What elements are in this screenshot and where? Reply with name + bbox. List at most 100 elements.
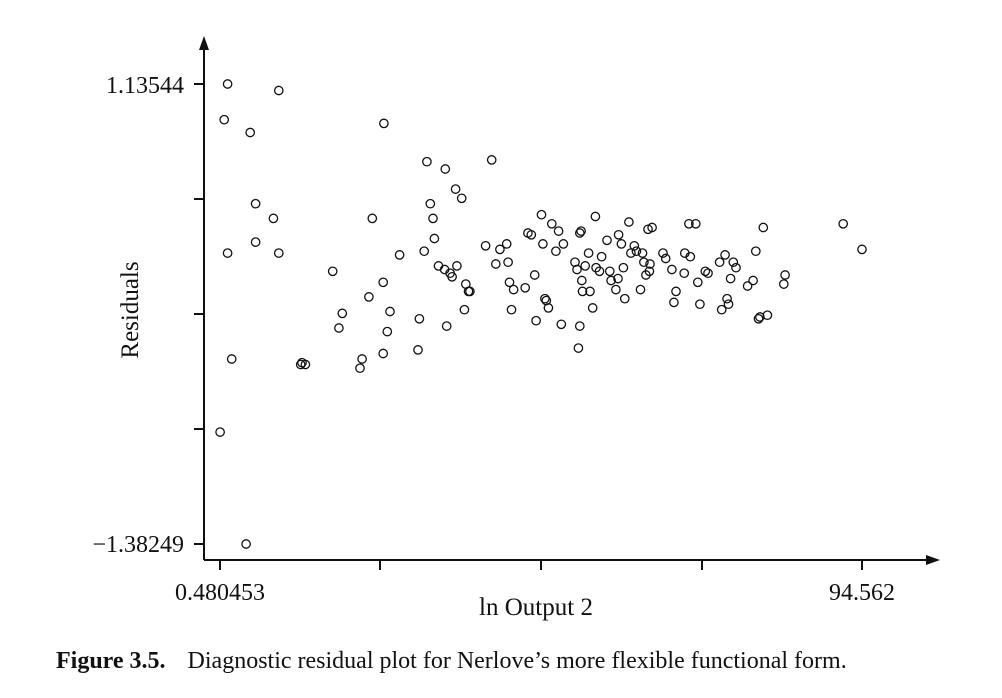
x-tick-label-right: 94.562 [829, 580, 895, 606]
data-point [669, 297, 679, 308]
data-point [690, 218, 701, 229]
data-point [385, 306, 395, 317]
data-point [543, 303, 554, 313]
data-point [629, 240, 640, 251]
data-point [504, 277, 515, 288]
figure-caption: Figure 3.5. Diagnostic residual plot for … [56, 648, 847, 675]
data-point [295, 359, 306, 370]
data-point [526, 229, 537, 240]
data-point [611, 284, 621, 295]
data-point [624, 217, 634, 227]
data-point [486, 155, 497, 165]
data-point [553, 226, 564, 236]
data-point [716, 304, 727, 315]
data-point [459, 304, 470, 315]
data-point [576, 226, 586, 236]
data-point [241, 539, 251, 549]
data-point [222, 79, 233, 89]
data-point [450, 184, 461, 194]
y-axis-arrow [199, 36, 209, 50]
data-point [714, 257, 725, 268]
data-point [546, 218, 557, 229]
data-point [379, 118, 389, 129]
data-point [695, 299, 705, 310]
data-point [429, 233, 440, 244]
data-point [226, 354, 237, 364]
data-point [703, 268, 713, 279]
data-point [585, 286, 595, 297]
data-point [725, 273, 736, 284]
data-point [606, 275, 616, 286]
data-point [753, 313, 764, 324]
data-point [750, 246, 761, 257]
data-point [382, 326, 393, 337]
data-point [637, 248, 648, 258]
data-point [452, 261, 462, 271]
data-point [538, 239, 548, 249]
data-point [447, 271, 457, 282]
data-point [631, 246, 642, 257]
data-point [422, 156, 432, 167]
data-point [508, 284, 519, 295]
data-point [364, 292, 374, 302]
data-point [778, 279, 789, 289]
data-point [639, 257, 649, 268]
data-point [480, 240, 491, 251]
data-point [748, 275, 758, 286]
data-point [357, 354, 367, 364]
data-point [273, 85, 284, 96]
data-point [645, 259, 655, 269]
data-point [413, 345, 423, 355]
data-point [573, 343, 584, 353]
residual-scatter-chart: 1.13544 −1.38249 0.480453 94.562 ln Outp… [92, 36, 940, 621]
data-point [551, 246, 561, 257]
data-point [700, 266, 711, 277]
data-point [529, 270, 540, 280]
data-point [728, 257, 739, 268]
data-point [574, 321, 585, 331]
data-point [731, 262, 741, 273]
data-point [604, 266, 615, 277]
data-point [838, 218, 849, 229]
data-point [334, 323, 344, 333]
data-point [602, 235, 612, 246]
data-point [635, 284, 646, 295]
data-point [219, 114, 230, 125]
data-point [378, 348, 389, 359]
data-point [590, 211, 601, 222]
data-point [367, 213, 378, 224]
data-point [758, 222, 769, 233]
data-points [215, 79, 867, 549]
data-point [456, 193, 467, 204]
data-point [644, 266, 655, 277]
data-point [570, 257, 580, 268]
y-tick-label-top: 1.13544 [106, 73, 184, 99]
data-point [222, 248, 233, 258]
data-point [441, 321, 452, 331]
caption-label: Figure 3.5. [56, 648, 166, 674]
data-point [647, 222, 657, 233]
data-point [540, 293, 550, 304]
x-tick-label-left: 0.480453 [175, 580, 265, 606]
data-point [720, 250, 730, 260]
data-point [583, 248, 594, 258]
data-point [723, 299, 734, 310]
data-point [355, 363, 365, 374]
data-point [503, 257, 513, 268]
axis-ticks [194, 83, 863, 570]
data-point [692, 277, 703, 288]
data-point [419, 246, 430, 257]
data-point [506, 304, 517, 315]
data-point [268, 213, 279, 224]
data-point [574, 228, 585, 238]
data-point [425, 198, 436, 209]
data-point [679, 268, 690, 279]
data-point [465, 286, 475, 297]
data-point [780, 270, 790, 280]
data-point [596, 251, 607, 262]
data-point [658, 248, 668, 258]
data-point [300, 359, 311, 370]
data-point [414, 313, 425, 324]
data-point [762, 310, 773, 321]
data-point [556, 319, 567, 330]
